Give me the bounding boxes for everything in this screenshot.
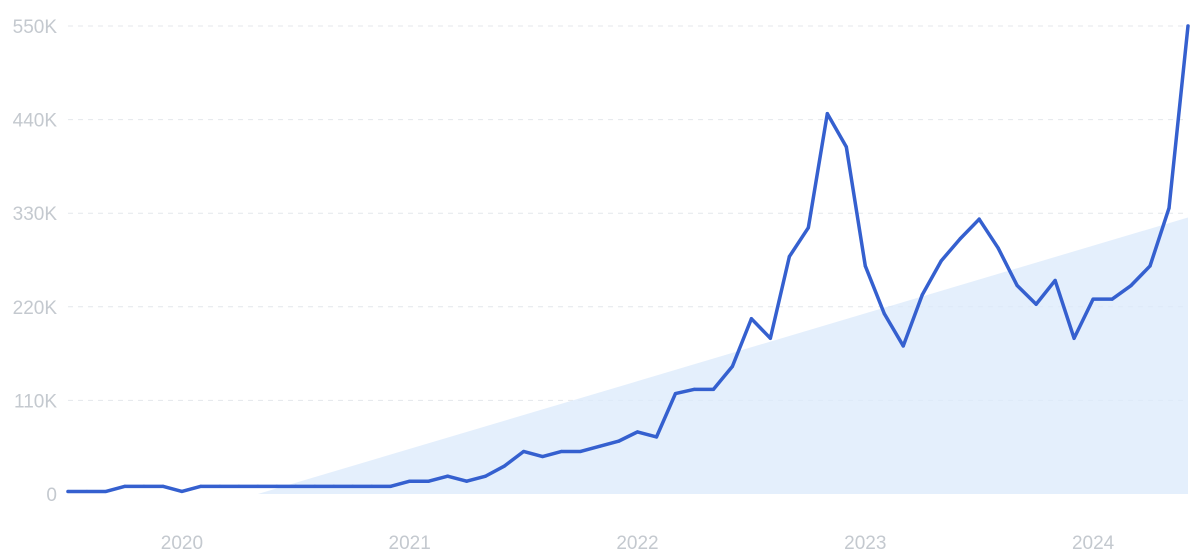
data-point: [332, 484, 336, 488]
y-tick-label: 440K: [13, 111, 58, 132]
y-tick-label: 0: [46, 485, 57, 506]
data-point: [180, 489, 184, 494]
data-point: [1091, 297, 1095, 301]
data-point: [66, 489, 70, 494]
data-point: [844, 145, 848, 149]
data-point: [977, 217, 981, 221]
data-point: [104, 489, 108, 494]
data-point: [161, 484, 165, 488]
x-axis: 2020 2021 2022 2023 2024: [161, 533, 1115, 554]
data-point: [882, 312, 886, 316]
data-point: [806, 226, 810, 230]
data-point: [787, 254, 791, 259]
data-point: [1110, 297, 1114, 301]
x-tick-label: 2020: [161, 533, 203, 554]
data-point: [1186, 24, 1190, 28]
x-tick-label: 2023: [844, 533, 886, 554]
data-point: [654, 435, 659, 439]
data-point: [1015, 283, 1019, 288]
data-point: [1053, 278, 1057, 283]
data-point: [370, 484, 374, 488]
data-point: [275, 484, 279, 488]
data-points: [66, 24, 1190, 494]
y-tick-label: 110K: [14, 391, 57, 412]
data-point: [540, 454, 545, 459]
data-point: [920, 293, 924, 297]
data-point: [1148, 264, 1152, 268]
data-point: [749, 317, 753, 321]
data-point: [446, 474, 450, 478]
y-tick-label: 550K: [13, 17, 58, 38]
data-point: [597, 444, 602, 448]
data-point: [635, 430, 640, 434]
data-point: [85, 489, 89, 494]
data-point: [142, 484, 146, 488]
data-point: [1129, 283, 1133, 288]
data-point: [1167, 206, 1171, 210]
data-point: [484, 474, 488, 478]
y-tick-label: 220K: [13, 298, 58, 319]
data-point: [578, 449, 583, 454]
data-point: [559, 449, 564, 454]
data-point: [616, 439, 621, 443]
data-point: [730, 364, 735, 368]
data-point: [1072, 336, 1076, 340]
data-point: [218, 484, 222, 488]
data-point: [958, 237, 962, 241]
x-tick-label: 2022: [616, 533, 658, 554]
data-point: [237, 484, 241, 488]
data-point: [521, 449, 526, 454]
data-point: [123, 484, 127, 488]
data-point: [199, 484, 203, 488]
data-point: [389, 484, 393, 488]
trend-area: [257, 217, 1188, 495]
data-point: [768, 336, 772, 340]
data-point: [503, 464, 507, 468]
data-point: [294, 484, 298, 488]
data-point: [256, 484, 260, 488]
data-point: [351, 484, 355, 488]
data-point: [408, 479, 412, 483]
data-point: [692, 387, 697, 391]
data-point: [939, 259, 943, 263]
data-point: [313, 484, 317, 488]
x-tick-label: 2021: [389, 533, 431, 554]
x-tick-label: 2024: [1072, 533, 1115, 554]
data-point: [465, 479, 469, 483]
data-point: [711, 387, 716, 391]
series-line: [66, 24, 1190, 494]
data-point: [901, 344, 905, 348]
y-tick-label: 330K: [13, 204, 58, 225]
data-point: [863, 264, 867, 268]
data-point: [825, 112, 829, 116]
data-point: [996, 246, 1000, 250]
data-point: [427, 479, 431, 483]
data-point: [1034, 302, 1038, 306]
y-axis: 0 110K 220K 330K 440K 550K: [13, 17, 58, 506]
data-point: [673, 391, 678, 396]
